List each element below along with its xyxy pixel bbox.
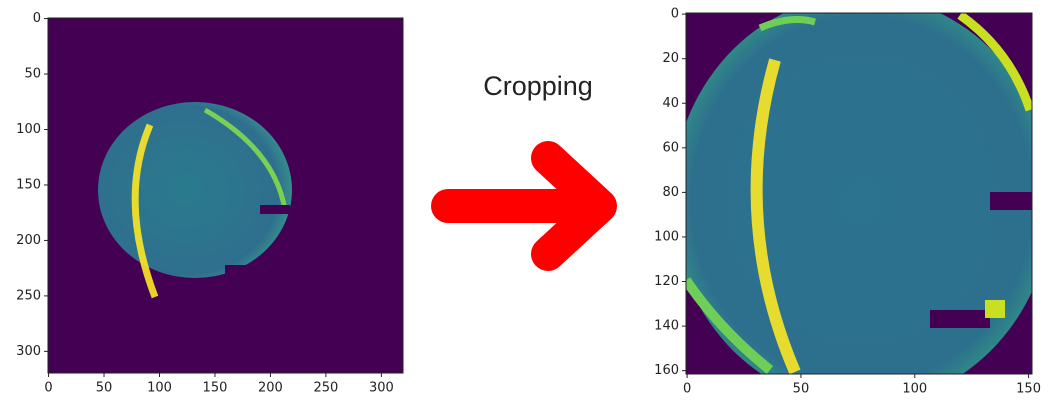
x-tick-label: 150 [1016,382,1041,397]
y-tick-label: 300 [16,344,41,359]
annotation: Cropping [483,71,593,101]
y-tick-label: 40 [662,96,679,111]
x-tick-label: 50 [96,381,113,396]
x-tick-label: 100 [902,382,927,397]
y-tick-label: 20 [662,51,679,66]
y-tick-label: 250 [16,288,41,303]
y-tick-label: 160 [654,363,679,378]
x-tick-label: 100 [147,381,172,396]
y-tick-label: 100 [654,229,679,244]
y-tick-label: 60 [662,140,679,155]
x-tick-label: 0 [44,381,52,396]
image-left [48,18,403,373]
x-tick-label: 0 [683,382,691,397]
y-tick-label: 80 [662,185,679,200]
x-tick-label: 250 [313,381,338,396]
x-tick-label: 200 [258,381,283,396]
axes-frame [47,17,404,374]
y-tick-label: 120 [654,274,679,289]
y-tick-label: 200 [16,233,41,248]
x-tick-label: 50 [793,382,810,397]
y-tick-label: 0 [33,11,41,26]
arrow [431,141,617,271]
y-tick-label: 100 [16,122,41,137]
x-tick-label: 150 [203,381,228,396]
axes-frame [685,12,1033,375]
y-tick-label: 150 [16,177,41,192]
y-tick-label: 0 [671,7,679,22]
y-tick-label: 50 [24,67,41,82]
x-tick-label: 300 [369,381,394,396]
image-right [686,13,1032,374]
y-tick-label: 140 [654,319,679,334]
